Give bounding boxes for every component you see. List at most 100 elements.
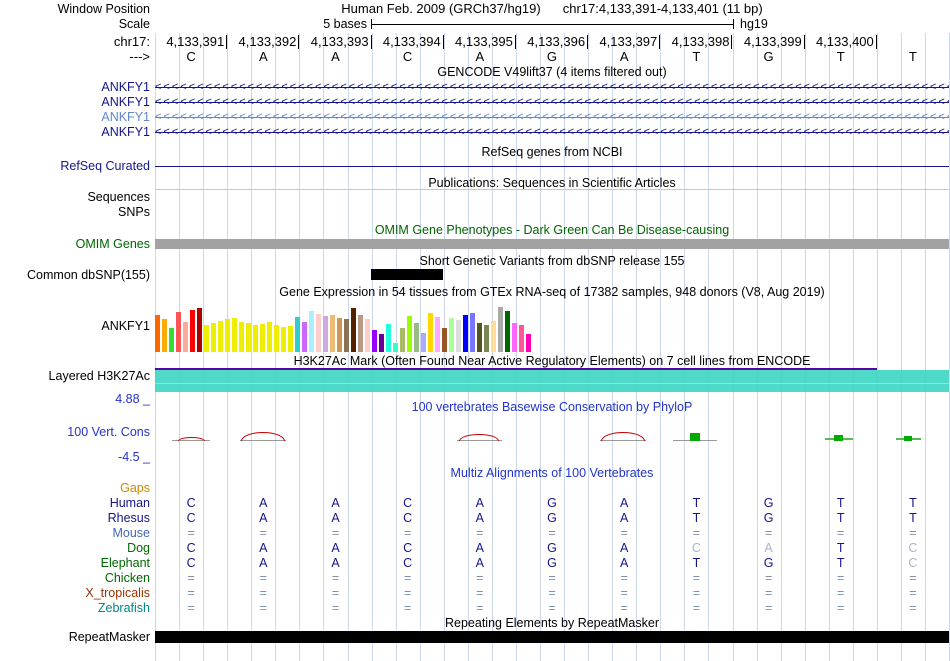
omim-gene-bar[interactable] xyxy=(155,239,949,249)
expression-bar[interactable] xyxy=(330,315,335,352)
expression-bar[interactable] xyxy=(442,328,447,352)
expression-bar[interactable] xyxy=(386,324,391,352)
expression-bar[interactable] xyxy=(281,327,286,352)
expression-bar[interactable] xyxy=(169,328,174,352)
expression-bar[interactable] xyxy=(358,315,363,352)
expression-bar[interactable] xyxy=(316,314,321,352)
conservation-arc[interactable] xyxy=(241,432,285,441)
gene-label[interactable]: ANKFY1 xyxy=(101,95,150,109)
species-label-dog[interactable]: Dog xyxy=(127,541,150,555)
expression-bar[interactable] xyxy=(491,321,496,352)
ruler-coordinate[interactable]: 4,133,391 xyxy=(155,35,228,49)
ruler-coordinate[interactable]: 4,133,397 xyxy=(588,35,661,49)
expression-bar[interactable] xyxy=(407,316,412,352)
gene-model[interactable]: <<<<<<<<<<<<<<<<<<<<<<<<<<<<<<<<<<<<<<<<… xyxy=(155,125,949,140)
expression-bar[interactable] xyxy=(519,325,524,352)
expression-bar[interactable] xyxy=(197,308,202,352)
expression-bar[interactable] xyxy=(344,319,349,352)
conservation-block[interactable] xyxy=(834,435,843,441)
ruler-coordinate[interactable]: 4,133,392 xyxy=(227,35,300,49)
expression-bar[interactable] xyxy=(484,325,489,352)
conservation-block[interactable] xyxy=(904,436,912,441)
expression-bar[interactable] xyxy=(512,323,517,352)
gene-model[interactable]: <<<<<<<<<<<<<<<<<<<<<<<<<<<<<<<<<<<<<<<<… xyxy=(155,95,949,110)
gene-label[interactable]: ANKFY1 xyxy=(101,110,150,124)
expression-bar[interactable] xyxy=(246,323,251,352)
refseq-curated-label[interactable]: RefSeq Curated xyxy=(60,159,150,173)
expression-bar[interactable] xyxy=(337,318,342,352)
expression-bar[interactable] xyxy=(449,318,454,352)
expression-bar[interactable] xyxy=(526,334,531,352)
expression-bar[interactable] xyxy=(456,320,461,352)
expression-bar[interactable] xyxy=(428,313,433,352)
species-label-human[interactable]: Human xyxy=(109,496,150,510)
species-label-rhesus[interactable]: Rhesus xyxy=(107,511,150,525)
h3k27ac-teal-layer[interactable] xyxy=(155,370,949,392)
species-label-gaps[interactable]: Gaps xyxy=(120,481,150,495)
expression-bar[interactable] xyxy=(260,324,265,352)
conservation-arc[interactable] xyxy=(178,437,205,441)
ruler-coordinate[interactable]: 4,133,395 xyxy=(444,35,516,49)
expression-bar[interactable] xyxy=(421,333,426,352)
expression-bar[interactable] xyxy=(211,323,216,352)
gtex-gene-label[interactable]: ANKFY1 xyxy=(101,319,150,333)
gene-label[interactable]: ANKFY1 xyxy=(101,125,150,139)
dbsnp-label[interactable]: Common dbSNP(155) xyxy=(27,268,150,282)
ruler-coordinate[interactable]: 4,133,396 xyxy=(516,35,589,49)
species-label-mouse[interactable]: Mouse xyxy=(112,526,150,540)
expression-bar[interactable] xyxy=(393,343,398,352)
ruler-coordinate[interactable]: 4,133,393 xyxy=(299,35,372,49)
ruler-coordinate[interactable]: 4,133,399 xyxy=(733,35,805,49)
conservation-arc[interactable] xyxy=(459,434,499,441)
gene-label[interactable]: ANKFY1 xyxy=(101,80,150,94)
expression-bar[interactable] xyxy=(295,317,300,352)
expression-bar[interactable] xyxy=(218,321,223,352)
sequences-label[interactable]: Sequences xyxy=(87,190,150,204)
phylop-track-label[interactable]: 100 Vert. Cons xyxy=(67,425,150,439)
expression-bar[interactable] xyxy=(365,319,370,352)
species-label-zebrafish[interactable]: Zebrafish xyxy=(97,601,150,615)
expression-bar[interactable] xyxy=(183,322,188,352)
omim-genes-label[interactable]: OMIM Genes xyxy=(75,237,150,251)
expression-bar[interactable] xyxy=(435,317,440,352)
expression-bar[interactable] xyxy=(274,325,279,352)
conservation-arc[interactable] xyxy=(601,432,645,441)
repeatmasker-label[interactable]: RepeatMasker xyxy=(68,630,150,644)
expression-bar[interactable] xyxy=(176,312,181,352)
conservation-block[interactable] xyxy=(690,433,700,441)
repeatmasker-bar[interactable] xyxy=(155,631,949,643)
snp-variant-bar[interactable] xyxy=(371,269,443,280)
expression-bar[interactable] xyxy=(253,325,258,352)
expression-bar[interactable] xyxy=(162,319,167,352)
expression-bar[interactable] xyxy=(379,334,384,352)
expression-bar[interactable] xyxy=(267,322,272,352)
expression-bar[interactable] xyxy=(414,323,419,352)
expression-bar[interactable] xyxy=(400,328,405,352)
h3k27ac-purple-layer[interactable] xyxy=(155,368,877,370)
ruler-coordinate[interactable]: 4,133,398 xyxy=(660,35,733,49)
expression-bar[interactable] xyxy=(477,323,482,352)
expression-bar[interactable] xyxy=(351,308,356,352)
expression-bar[interactable] xyxy=(470,313,475,352)
species-label-x_tropicalis[interactable]: X_tropicalis xyxy=(85,586,150,600)
gene-model[interactable]: <<<<<<<<<<<<<<<<<<<<<<<<<<<<<<<<<<<<<<<<… xyxy=(155,80,949,95)
ruler-coordinate[interactable]: 4,133,400 xyxy=(805,35,877,49)
expression-bar[interactable] xyxy=(190,310,195,352)
expression-bar[interactable] xyxy=(372,330,377,352)
expression-bar[interactable] xyxy=(155,315,160,352)
snps-label[interactable]: SNPs xyxy=(118,205,150,219)
species-label-chicken[interactable]: Chicken xyxy=(104,571,150,585)
expression-bar[interactable] xyxy=(498,307,503,352)
h3k27ac-label[interactable]: Layered H3K27Ac xyxy=(48,369,150,383)
expression-bar[interactable] xyxy=(232,318,237,352)
expression-bar[interactable] xyxy=(204,325,209,352)
expression-bar[interactable] xyxy=(288,326,293,352)
expression-bar[interactable] xyxy=(505,311,510,352)
refseq-track-line[interactable] xyxy=(155,166,949,167)
expression-bar[interactable] xyxy=(239,322,244,352)
gene-model[interactable]: <<<<<<<<<<<<<<<<<<<<<<<<<<<<<<<<<<<<<<<<… xyxy=(155,110,949,125)
expression-bar[interactable] xyxy=(302,322,307,352)
expression-bar[interactable] xyxy=(309,311,314,352)
species-label-elephant[interactable]: Elephant xyxy=(100,556,150,570)
expression-bar[interactable] xyxy=(225,319,230,352)
